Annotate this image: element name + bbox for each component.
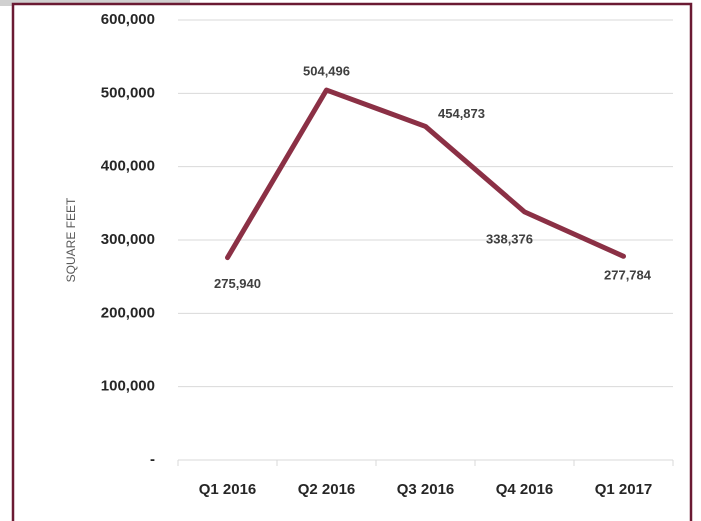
y-axis-label: SQUARE FEET	[64, 197, 78, 282]
data-label: 277,784	[604, 268, 652, 283]
y-tick-label: 500,000	[101, 84, 155, 101]
x-tick-label: Q3 2016	[397, 481, 455, 498]
data-label: 338,376	[486, 231, 533, 246]
x-tick-label: Q1 2017	[595, 481, 653, 498]
data-label: 504,496	[303, 63, 350, 78]
line	[225, 87, 626, 261]
x-tick-label: Q4 2016	[496, 481, 554, 498]
x-tick-label: Q2 2016	[298, 481, 356, 498]
frame	[11, 2, 693, 521]
data-label: 275,940	[214, 276, 261, 291]
y-tick-label: 600,000	[101, 11, 155, 28]
y-tick-label: 100,000	[101, 378, 155, 395]
data-label: 454,873	[438, 106, 485, 121]
y-tick-label: 300,000	[101, 231, 155, 248]
y-tick-label: -	[150, 451, 155, 468]
x-tick-label: Q1 2016	[199, 481, 257, 498]
y-tick-label: 400,000	[101, 158, 155, 175]
y-tick-label: 200,000	[101, 304, 155, 321]
